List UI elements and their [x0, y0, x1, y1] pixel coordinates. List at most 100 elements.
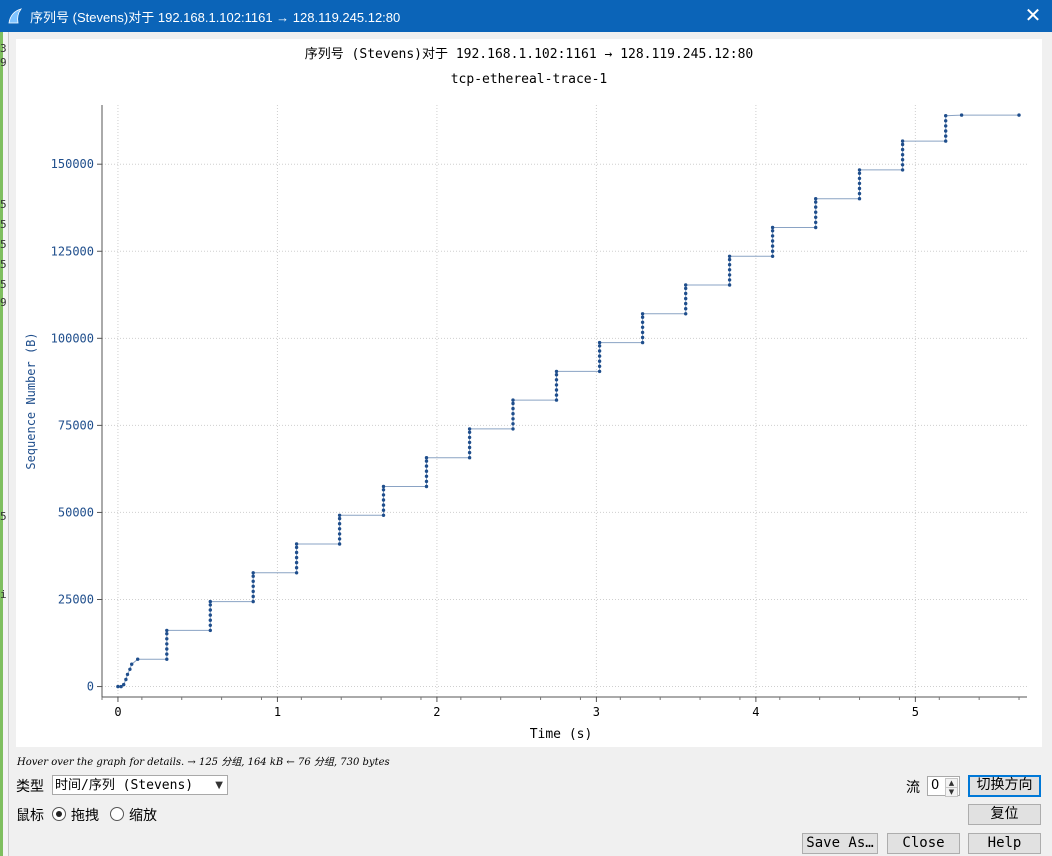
- data-point: [424, 474, 429, 478]
- stream-value: 0: [931, 778, 940, 793]
- axes: [101, 105, 1027, 698]
- drag-radio-label[interactable]: 拖拽: [71, 808, 99, 824]
- data-point: [640, 312, 645, 316]
- data-point: [727, 257, 732, 262]
- stream-label: 流: [906, 780, 920, 796]
- data-point: [208, 613, 212, 617]
- data-point: [208, 599, 212, 604]
- data-point: [467, 430, 472, 434]
- data-point: [119, 684, 123, 689]
- save-as-button[interactable]: Save As…: [802, 833, 878, 854]
- data-point: [116, 684, 120, 689]
- data-point: [1017, 113, 1021, 117]
- type-label: 类型: [16, 779, 44, 795]
- background-text-fragment: i: [0, 588, 7, 601]
- data-point: [165, 637, 169, 641]
- data-point: [554, 388, 559, 392]
- data-point: [251, 589, 255, 594]
- data-point: [900, 168, 905, 172]
- data-point: [165, 652, 169, 656]
- data-point: [294, 555, 299, 560]
- y-axis-label: Sequence Number (B): [24, 332, 38, 469]
- data-point: [900, 139, 905, 143]
- data-point: [554, 373, 559, 377]
- data-point: [814, 220, 818, 225]
- data-point: [337, 527, 342, 531]
- background-text-fragment: 5: [0, 278, 7, 291]
- data-point: [640, 315, 645, 319]
- reset-button[interactable]: 复位: [968, 804, 1041, 825]
- window-title: 序列号 (Stevens)对于 192.168.1.102:1161 → 128…: [30, 9, 401, 25]
- hover-hint: Hover over the graph for details. → 125 …: [17, 757, 390, 768]
- stream-spinbox[interactable]: 0 ▲ ▼: [927, 776, 960, 797]
- data-point: [727, 263, 732, 267]
- zoom-radio[interactable]: [110, 807, 124, 821]
- data-point: [165, 632, 169, 636]
- data-point: [424, 459, 429, 463]
- background-text-fragment: 3: [0, 42, 7, 55]
- data-point: [337, 522, 342, 526]
- data-point: [684, 286, 688, 291]
- wireshark-fin-icon: [8, 8, 23, 24]
- data-point: [684, 307, 688, 311]
- x-tick-label: 2: [433, 705, 440, 719]
- data-point: [857, 171, 862, 175]
- data-point: [294, 545, 299, 550]
- data-point: [251, 594, 255, 599]
- data-point: [381, 493, 386, 497]
- drag-radio[interactable]: [52, 807, 66, 821]
- data-point: [770, 239, 775, 243]
- data-point: [640, 320, 645, 324]
- data-point: [165, 628, 169, 633]
- graph-type-value: 时间/序列 (Stevens): [55, 778, 194, 793]
- x-tick-label: 3: [593, 705, 600, 719]
- data-point: [467, 445, 472, 450]
- data-point: [597, 349, 602, 353]
- stevens-graph[interactable]: 0 1 2 3 4 5 0 25000 50000 75000 100000 125000 15000…: [16, 39, 1042, 747]
- data-point: [467, 435, 472, 440]
- data-point: [511, 412, 515, 416]
- series-line: [117, 114, 1019, 688]
- data-point: [857, 191, 862, 196]
- x-tick-label: 4: [752, 705, 759, 719]
- data-point: [554, 393, 559, 397]
- y-tick-label: 125000: [51, 244, 94, 258]
- data-point: [597, 340, 602, 345]
- data-point: [684, 296, 688, 301]
- data-point: [727, 268, 732, 272]
- data-point: [640, 340, 645, 345]
- data-point: [900, 142, 905, 147]
- help-button[interactable]: Help: [968, 833, 1041, 854]
- graph-type-select[interactable]: 时间/序列 (Stevens) ▼: [52, 775, 228, 795]
- graph-canvas[interactable]: 0 1 2 3 4 5 0 25000 50000 75000 100000 125000 15000…: [16, 39, 1042, 747]
- data-point: [900, 153, 905, 157]
- switch-direction-button[interactable]: 切换方向: [968, 775, 1041, 797]
- data-point: [337, 513, 342, 517]
- data-point: [727, 254, 732, 258]
- data-point: [381, 503, 386, 507]
- background-accent-bar: [0, 32, 3, 856]
- data-point: [944, 139, 948, 143]
- x-tick-label: 1: [274, 705, 281, 719]
- data-point: [381, 488, 386, 492]
- data-point: [900, 158, 905, 162]
- data-point: [814, 225, 818, 230]
- data-point: [467, 450, 472, 455]
- close-window-icon[interactable]: ✕: [1024, 3, 1042, 27]
- data-point: [944, 134, 948, 138]
- data-point: [424, 479, 429, 484]
- data-point: [727, 273, 732, 277]
- close-button[interactable]: Close: [887, 833, 960, 854]
- data-point: [424, 469, 429, 473]
- data-point: [381, 513, 386, 517]
- background-window-edge: 3 9 5 5 5 5 5 9 5 i: [0, 32, 9, 856]
- spin-down-icon[interactable]: ▼: [945, 787, 958, 797]
- data-point: [130, 662, 134, 666]
- data-point: [727, 278, 732, 282]
- chevron-down-icon: ▼: [215, 780, 223, 791]
- data-point: [122, 682, 126, 687]
- data-point: [944, 124, 948, 128]
- data-point: [467, 427, 472, 431]
- data-point: [554, 369, 559, 374]
- data-point: [770, 249, 775, 253]
